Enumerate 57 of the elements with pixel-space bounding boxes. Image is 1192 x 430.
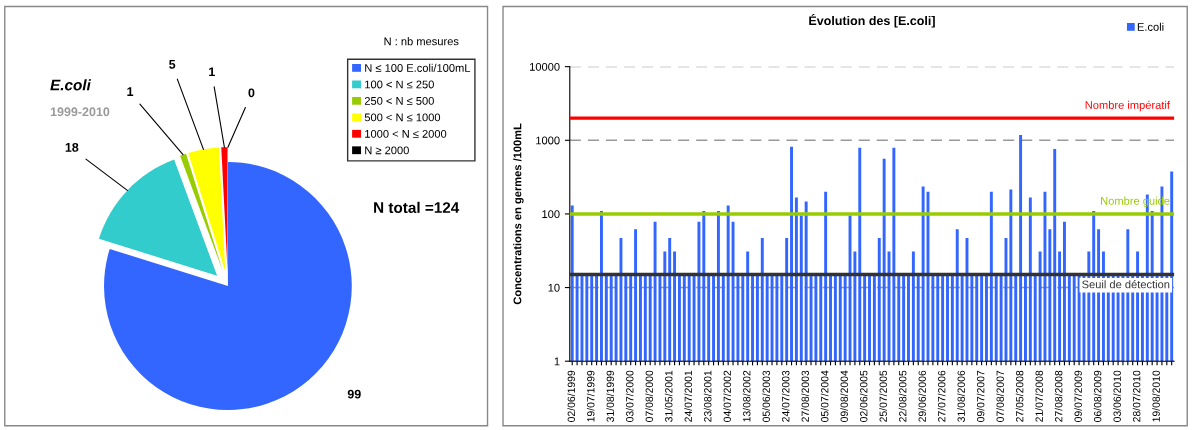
legend-label: 1000 < N ≤ 2000 [365, 129, 447, 138]
x-tick-label: 27/08/2003 [801, 370, 809, 422]
x-tick-label: 31/05/2001 [664, 370, 673, 422]
ref-line-label: Nombre impératif [1085, 100, 1170, 112]
text: 1999-2010 [50, 107, 110, 117]
x-tick-label: 23/08/2001 [703, 370, 712, 422]
y-tick-label: 10 [548, 283, 560, 292]
y-tick-label: 1 [554, 357, 560, 366]
y-tick-label: 10000 [530, 62, 560, 71]
text: N : nb mesures [384, 37, 459, 46]
data-label: 18 [65, 142, 79, 152]
text: 0 [248, 88, 255, 98]
x-tick-label: 05/07/2004 [820, 370, 829, 422]
x-tick-label: 25/07/2005 [879, 370, 887, 422]
legend-label: N ≤ 100 E.coli/100mL [365, 63, 471, 72]
x-tick-label: 27/08/2008 [1054, 370, 1063, 422]
x-tick-label: 27/07/2006 [937, 370, 946, 422]
x-tick-label: 09/07/2007 [976, 370, 985, 422]
legend-label: 250 < N ≤ 500 [364, 96, 434, 105]
x-tick-label: 24/07/2001 [684, 370, 692, 422]
legend-label: 500 < N ≤ 1000 [364, 113, 441, 122]
data-label: 1 [127, 87, 134, 96]
x-tick-label: 02/06/2005 [859, 370, 868, 422]
data-label: 99 [347, 389, 361, 399]
x-tick-label: 19/07/1999 [586, 370, 595, 422]
x-tick-label: 06/08/2009 [1093, 370, 1102, 422]
chart-title: Évolution des [E.coli] [809, 13, 935, 28]
x-tick-label: 31/08/1999 [606, 370, 614, 422]
x-tick-label: 13/08/2002 [742, 370, 751, 422]
x-tick-label: 02/06/1999 [567, 370, 576, 422]
ref-line-label: Seuil de détection [1082, 280, 1170, 289]
x-tick-label: 28/07/2010 [1132, 370, 1141, 422]
x-tick-label: 07/08/2007 [996, 370, 1004, 422]
x-tick-label: 03/07/2000 [625, 370, 634, 422]
x-tick-label: 04/07/2002 [723, 370, 731, 422]
x-tick-label: 31/08/2006 [957, 370, 965, 422]
legend-label: N ≥ 2000 [365, 146, 409, 155]
y-tick-label: 1000 [536, 136, 560, 145]
x-tick-label: 29/06/2006 [918, 370, 926, 422]
x-tick-label: 03/06/2010 [1113, 370, 1121, 422]
x-tick-label: 21/07/2008 [1035, 370, 1043, 422]
y-tick-label: 100 [542, 210, 560, 219]
y-axis-title: Concentrations en germes /100mL [513, 123, 524, 305]
x-tick-label: 22/08/2005 [898, 370, 907, 422]
x-tick-label: 09/08/2004 [840, 370, 848, 422]
x-tick-label: 24/07/2003 [781, 370, 790, 422]
x-tick-label: 05/06/2003 [762, 370, 770, 422]
x-tick-label: 19/08/2010 [1152, 370, 1160, 422]
legend-label: 100 < N ≤ 250 [365, 80, 434, 89]
legend-label: E.coli [1137, 22, 1164, 31]
text: E.coli [50, 79, 92, 91]
data-label: 1 [209, 67, 215, 77]
text: N total =124 [374, 201, 460, 213]
data-label: 5 [169, 60, 176, 69]
x-tick-label: 07/08/2000 [645, 370, 653, 422]
x-tick-label: 09/07/2009 [1074, 370, 1082, 422]
x-tick-label: 27/05/2008 [1015, 370, 1024, 422]
